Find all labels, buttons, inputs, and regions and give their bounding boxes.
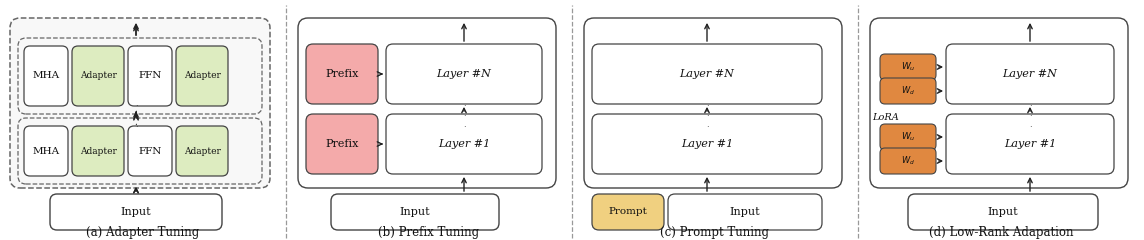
FancyBboxPatch shape — [305, 44, 378, 104]
FancyBboxPatch shape — [386, 114, 542, 174]
Text: $W_{u}$: $W_{u}$ — [900, 131, 915, 143]
Text: Prefix: Prefix — [325, 139, 359, 149]
Text: LoRA: LoRA — [872, 113, 899, 121]
Text: Input: Input — [730, 207, 761, 217]
Text: FFN: FFN — [138, 146, 161, 156]
Text: (a) Adapter Tuning: (a) Adapter Tuning — [87, 226, 199, 239]
FancyBboxPatch shape — [128, 46, 172, 106]
Text: Input: Input — [399, 207, 430, 217]
FancyBboxPatch shape — [591, 194, 664, 230]
Text: Input: Input — [120, 207, 151, 217]
Text: ·
·
·: · · · — [1028, 102, 1031, 132]
Text: MHA: MHA — [32, 146, 59, 156]
FancyBboxPatch shape — [305, 114, 378, 174]
Text: Prefix: Prefix — [325, 69, 359, 79]
FancyBboxPatch shape — [10, 18, 270, 188]
Text: Layer #N: Layer #N — [437, 69, 492, 79]
FancyBboxPatch shape — [946, 114, 1114, 174]
Text: (d) Low-Rank Adapation: (d) Low-Rank Adapation — [929, 226, 1073, 239]
Text: MHA: MHA — [32, 72, 59, 80]
FancyBboxPatch shape — [880, 78, 936, 104]
Text: (b) Prefix Tuning: (b) Prefix Tuning — [379, 226, 479, 239]
FancyBboxPatch shape — [297, 18, 556, 188]
FancyBboxPatch shape — [18, 118, 262, 184]
FancyBboxPatch shape — [176, 126, 228, 176]
Text: FFN: FFN — [138, 72, 161, 80]
Text: ·
·
·: · · · — [462, 102, 466, 132]
Text: Adapter: Adapter — [183, 146, 221, 156]
Text: (c) Prompt Tuning: (c) Prompt Tuning — [660, 226, 770, 239]
FancyBboxPatch shape — [72, 46, 124, 106]
Text: $W_{u}$: $W_{u}$ — [900, 61, 915, 73]
FancyBboxPatch shape — [583, 18, 842, 188]
Text: Layer #1: Layer #1 — [681, 139, 733, 149]
FancyBboxPatch shape — [386, 44, 542, 104]
FancyBboxPatch shape — [50, 194, 222, 230]
Text: Adapter: Adapter — [183, 72, 221, 80]
Text: Adapter: Adapter — [80, 72, 117, 80]
FancyBboxPatch shape — [176, 46, 228, 106]
FancyBboxPatch shape — [668, 194, 823, 230]
Text: ·
·
·: · · · — [135, 102, 137, 132]
FancyBboxPatch shape — [128, 126, 172, 176]
FancyBboxPatch shape — [591, 44, 823, 104]
FancyBboxPatch shape — [880, 148, 936, 174]
Text: $W_{d}$: $W_{d}$ — [901, 85, 915, 97]
FancyBboxPatch shape — [880, 124, 936, 150]
FancyBboxPatch shape — [591, 114, 823, 174]
FancyBboxPatch shape — [908, 194, 1098, 230]
Text: Layer #1: Layer #1 — [438, 139, 490, 149]
Text: Layer #N: Layer #N — [1002, 69, 1057, 79]
Text: . . .: . . . — [132, 108, 141, 125]
FancyBboxPatch shape — [880, 54, 936, 80]
FancyBboxPatch shape — [72, 126, 124, 176]
FancyBboxPatch shape — [946, 44, 1114, 104]
FancyBboxPatch shape — [869, 18, 1128, 188]
Text: $W_{d}$: $W_{d}$ — [901, 155, 915, 167]
Text: Adapter: Adapter — [80, 146, 117, 156]
FancyBboxPatch shape — [24, 126, 67, 176]
Text: ·
·
·: · · · — [706, 102, 708, 132]
Text: Layer #1: Layer #1 — [1004, 139, 1056, 149]
Text: Prompt: Prompt — [609, 208, 648, 216]
FancyBboxPatch shape — [18, 38, 262, 114]
Text: Input: Input — [987, 207, 1018, 217]
Text: Layer #N: Layer #N — [680, 69, 734, 79]
FancyBboxPatch shape — [331, 194, 499, 230]
FancyBboxPatch shape — [24, 46, 67, 106]
